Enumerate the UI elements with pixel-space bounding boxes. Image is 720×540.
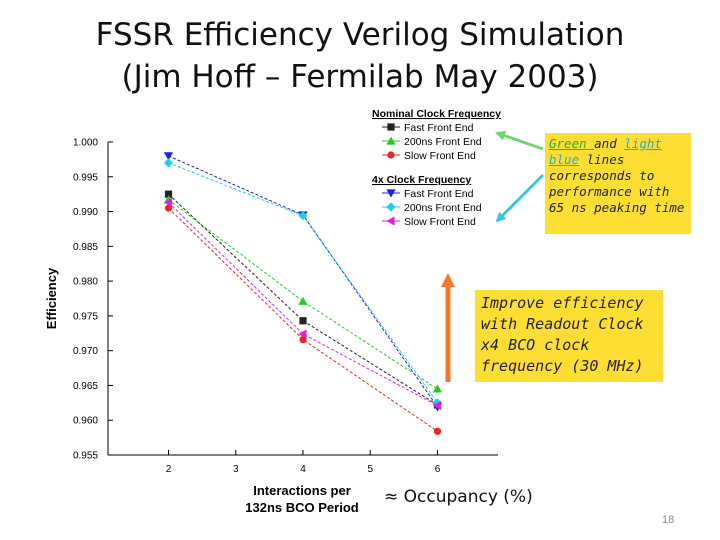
series-line-2 (168, 207, 438, 432)
data-point-5-1 (298, 329, 307, 339)
note-light-blue-word: light blue (549, 136, 662, 167)
efficiency-chart: 0.955 0.960 0.965 0.970 0.975 0.980 0.985 0.990… (44, 108, 545, 515)
legend-label-4: 200ns Front End (404, 202, 482, 214)
y-tick-label: 0.995 (73, 172, 98, 183)
x-tick-label: 6 (435, 464, 441, 475)
data-point-0-0 (164, 190, 173, 198)
x-axis-label-line2: 132ns BCO Period (245, 500, 358, 515)
data-point-4-1 (298, 211, 308, 221)
y-tick-label: 0.960 (73, 416, 98, 427)
slide-number: 18 (662, 514, 675, 526)
series-line-3 (168, 155, 438, 408)
legend-marker-1 (386, 136, 396, 145)
series-line-4 (168, 162, 438, 404)
data-point-0-1 (299, 317, 307, 325)
data-point-3-0 (163, 152, 174, 161)
legend-marker-4 (386, 202, 396, 212)
y-tick-label: 0.965 (73, 381, 98, 392)
y-tick-label: 0.975 (73, 311, 98, 322)
slide-title: FSSR Efficiency Verilog Simulation (Jim … (60, 14, 660, 98)
legend-label-0: Fast Front End (404, 122, 474, 134)
data-point-4-2 (432, 398, 443, 408)
data-point-1-1 (298, 296, 308, 305)
data-point-2-1 (299, 335, 307, 344)
y-tick-label: 0.970 (73, 346, 98, 357)
data-point-2-2 (433, 427, 442, 435)
x-tick-label: 3 (233, 464, 239, 475)
series-line-5 (168, 202, 438, 407)
note-green-word: Green (549, 136, 595, 151)
blue-callout-arrow (495, 173, 545, 223)
legend-title-1: 4x Clock Frequency (372, 174, 471, 186)
y-tick-label: 0.955 (73, 451, 98, 462)
legend-label-2: Slow Front End (404, 150, 476, 162)
y-tick-label: 0.985 (73, 242, 98, 253)
occupancy-label: ≈ Occupancy (%) (384, 487, 533, 507)
slide-title-line2: (Jim Hoff – Fermilab May 2003) (121, 59, 599, 95)
note-rest-text: lines corresponds to performance with 65… (549, 152, 685, 215)
data-point-4-0 (163, 158, 174, 168)
green-callout-arrow (495, 130, 544, 151)
legend-title-0: Nominal Clock Frequency (372, 108, 501, 120)
data-point-5-0 (163, 197, 173, 208)
legend-marker-3 (386, 189, 396, 198)
readout-clock-note: Improve efficiency with Readout Clock x4… (475, 290, 663, 382)
note-and-word: and (594, 136, 625, 151)
peaking-time-note: Green and light blue lines corresponds t… (545, 133, 691, 234)
x-tick-label: 5 (367, 464, 373, 475)
x-tick-label: 4 (300, 464, 306, 475)
series-line-0 (168, 193, 438, 406)
data-point-1-2 (432, 384, 443, 393)
legend-label-1: 200ns Front End (404, 136, 482, 148)
legend-label-3: Fast Front End (404, 188, 474, 200)
legend-label-5: Slow Front End (404, 216, 476, 228)
y-tick-label: 0.980 (73, 277, 98, 288)
data-point-2-0 (164, 204, 173, 212)
legend-marker-5 (386, 216, 395, 226)
x-axis-label-line1: Interactions per (253, 483, 351, 498)
legend-marker-2 (387, 151, 395, 159)
legend-marker-0 (387, 123, 395, 131)
y-tick-label: 0.990 (73, 207, 98, 218)
data-point-5-2 (432, 401, 442, 411)
y-tick-label: 1.000 (73, 138, 98, 149)
slide-title-line1: FSSR Efficiency Verilog Simulation (95, 17, 625, 53)
y-axis-label: Efficiency (44, 267, 59, 329)
series-line-1 (168, 199, 438, 390)
x-tick-label: 2 (166, 464, 172, 475)
